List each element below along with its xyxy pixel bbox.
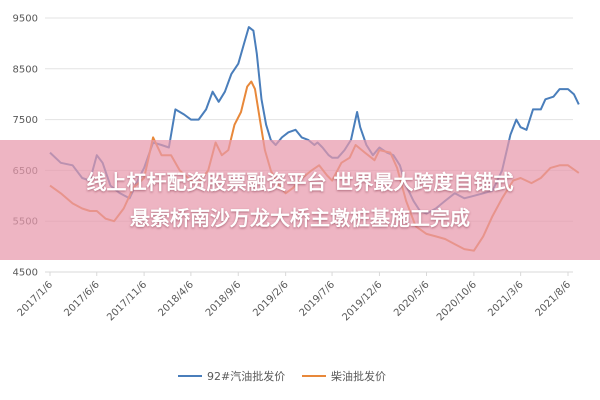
legend-label: 92#汽油批发价 (207, 369, 285, 383)
x-tick-label: 2021/8/6 (534, 279, 574, 319)
x-tick-label: 2020/10/6 (435, 279, 479, 323)
y-tick-label: 8500 (13, 64, 38, 75)
banner-headline-line-1: 线上杠杆配资股票融资平台 世界最大跨度自锚式 (86, 170, 514, 194)
legend-label: 柴油批发价 (331, 369, 386, 383)
y-tick-label: 4500 (13, 268, 38, 279)
banner-headline-line-2: 悬索桥南沙万龙大桥主墩桩基施工完成 (130, 206, 470, 230)
x-tick-label: 2020/5/6 (392, 279, 432, 319)
x-tick-label: 2017/1/6 (16, 279, 56, 319)
x-tick-label: 2018/4/6 (156, 279, 196, 319)
x-tick-label: 2018/9/6 (204, 279, 244, 319)
x-tick-label: 2017/11/6 (105, 279, 149, 323)
overlay-banner: 线上杠杆配资股票融资平台 世界最大跨度自锚式 悬索桥南沙万龙大桥主墩桩基施工完成 (0, 140, 600, 260)
x-tick-label: 2019/12/6 (341, 279, 385, 323)
x-tick-label: 2019/7/6 (298, 279, 338, 319)
y-tick-label: 7500 (13, 115, 38, 126)
y-tick-label: 9500 (13, 14, 38, 25)
x-tick-label: 2021/3/6 (486, 279, 526, 319)
x-tick-label: 2017/6/6 (62, 279, 102, 319)
x-tick-label: 2019/2/6 (251, 279, 291, 319)
x-axis-ticks: 2017/1/6 2017/6/6 2017/11/6 2018/4/6 2018/9/… (16, 272, 574, 323)
legend: 92#汽油批发价 柴油批发价 (178, 369, 386, 383)
